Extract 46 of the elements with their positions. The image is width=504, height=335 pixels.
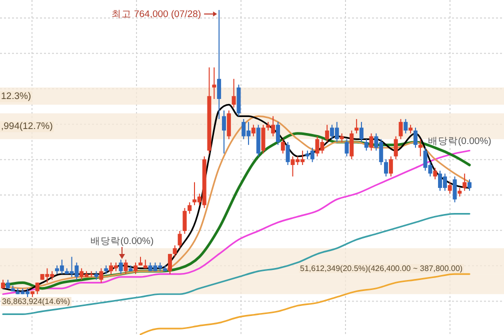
band-label: 36,863,924(14.6%) <box>2 297 70 306</box>
candlestick <box>118 259 123 275</box>
candlestick <box>344 138 349 157</box>
candlestick <box>168 253 172 275</box>
candlestick <box>172 244 177 258</box>
candlestick <box>188 202 192 214</box>
candlestick <box>462 173 467 192</box>
candlestick <box>124 259 128 275</box>
candlestick <box>354 118 359 134</box>
candlestick <box>286 142 290 166</box>
candlestick <box>99 268 104 284</box>
candlestick <box>280 138 285 154</box>
annotation: 최고 764,000 (07/28) <box>111 9 202 20</box>
candlestick <box>418 138 422 157</box>
candlestick <box>251 124 256 137</box>
candlestick <box>178 230 182 249</box>
candlestick <box>394 136 398 160</box>
candlestick <box>359 121 364 143</box>
candlestick <box>369 132 374 152</box>
candlestick <box>212 66 216 100</box>
candlestick <box>468 178 472 192</box>
candlestick <box>232 78 236 108</box>
candlestick <box>276 121 280 146</box>
candlestick <box>384 158 388 177</box>
candlestick <box>325 124 330 143</box>
candlestick <box>433 167 438 180</box>
candlestick <box>398 118 403 140</box>
annotation: 배당락(0.00%) <box>428 136 492 147</box>
candlestick <box>222 110 226 154</box>
candlestick <box>388 156 393 177</box>
candlestick <box>226 110 231 140</box>
band-label: 51,612,349(20.5%)(426,400.00 ~ 387,800.00) <box>300 264 463 273</box>
candlestick <box>448 182 452 194</box>
annotation: 배당락(0.00%) <box>90 236 154 247</box>
band-label: 12.3%) <box>1 91 32 102</box>
band-label: ,994(12.7%) <box>1 121 53 132</box>
candlestick <box>35 282 40 295</box>
candlestick <box>350 130 354 160</box>
candlestick <box>452 176 457 203</box>
candlestick <box>364 138 368 152</box>
candlestick <box>413 127 418 148</box>
candlestick <box>182 208 187 234</box>
candlestick <box>261 124 266 154</box>
candlestick <box>134 262 138 275</box>
candlestick <box>217 10 222 120</box>
candlestick <box>404 118 408 134</box>
